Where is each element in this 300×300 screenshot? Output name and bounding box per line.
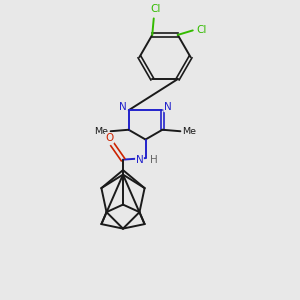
Text: Me: Me bbox=[94, 127, 109, 136]
Text: Me: Me bbox=[182, 127, 197, 136]
Text: H: H bbox=[150, 154, 158, 165]
Text: N: N bbox=[164, 102, 172, 112]
Text: Cl: Cl bbox=[150, 4, 160, 14]
Text: N: N bbox=[119, 102, 127, 112]
Text: N: N bbox=[136, 154, 143, 165]
Text: Cl: Cl bbox=[196, 25, 206, 34]
Text: O: O bbox=[105, 133, 114, 143]
